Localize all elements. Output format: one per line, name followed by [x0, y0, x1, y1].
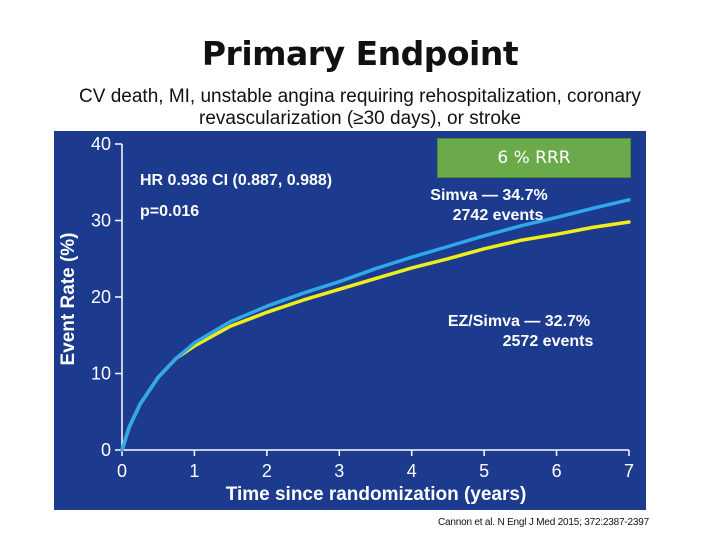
simva-label-line-2: 2742 events — [453, 207, 544, 224]
x-axis-title: Time since randomization (years) — [226, 484, 527, 505]
y-tick-label: 30 — [91, 211, 111, 231]
simva-label-line-1: Simva — 34.7% — [430, 187, 547, 204]
x-tick-label: 1 — [189, 461, 199, 481]
x-tick-label: 7 — [624, 461, 634, 481]
hr-annotation-line-2: p=0.016 — [140, 203, 199, 220]
slide-title: Primary Endpoint — [201, 34, 519, 73]
series-line-simva — [120, 198, 631, 452]
citation: Cannon et al. N Engl J Med 2015; 372:238… — [438, 517, 649, 528]
y-tick-label: 10 — [91, 364, 111, 384]
ticks-group: 0 10 20 30 40 0 1 2 3 4 5 6 7 — [91, 134, 634, 481]
axes-group — [121, 144, 629, 451]
x-tick-label: 6 — [552, 461, 562, 481]
y-axis-title: Event Rate (%) — [58, 232, 79, 365]
x-tick-label: 5 — [479, 461, 489, 481]
chart-panel: 0 10 20 30 40 0 1 2 3 4 5 6 7 Event Rate (%) Time si… — [54, 131, 646, 510]
x-tick-label: 3 — [334, 461, 344, 481]
subtitle-line-2: revascularization (≥30 days), or stroke — [199, 108, 521, 129]
ez-simva-label-line-2: 2572 events — [503, 333, 594, 350]
x-tick-label: 2 — [262, 461, 272, 481]
hr-annotation-line-1: HR 0.936 CI (0.887, 0.988) — [140, 172, 332, 189]
x-tick-label: 4 — [407, 461, 417, 481]
subtitle-line-1: CV death, MI, unstable angina requiring … — [79, 86, 641, 107]
rrr-badge: 6 % RRR — [437, 138, 631, 178]
y-tick-label: 20 — [91, 287, 111, 307]
chart: 0 10 20 30 40 0 1 2 3 4 5 6 7 Event Rate (%) Time si… — [58, 134, 634, 505]
series-group — [120, 198, 631, 452]
x-tick-label: 0 — [117, 461, 127, 481]
ez-simva-label-line-1: EZ/Simva — 32.7% — [448, 313, 590, 330]
subtitle: CV death, MI, unstable angina requiring … — [40, 86, 680, 130]
y-tick-label: 0 — [101, 440, 111, 460]
y-tick-label: 40 — [91, 134, 111, 154]
